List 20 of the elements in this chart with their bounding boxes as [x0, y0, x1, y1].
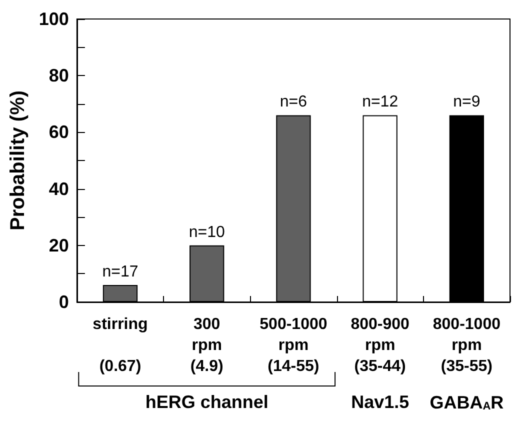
x-tick-label: 800-900 rpm (35-44) [350, 316, 410, 375]
annotation: n=10 [188, 224, 225, 241]
x-tick-label: 800-1000 rpm (35-55) [432, 316, 501, 375]
y-tick-label: 20 [48, 235, 69, 256]
annotation: n=17 [102, 264, 138, 281]
y-tick-label: 0 [58, 292, 69, 312]
annotation: n=9 [453, 94, 480, 111]
y-tick-label: 80 [48, 66, 69, 86]
text: hERG channel [145, 392, 268, 412]
text: Nav1.5 [351, 392, 410, 412]
y-tick-label: 100 [38, 9, 69, 29]
annotation: n=6 [280, 94, 308, 111]
annotation: n=12 [362, 94, 398, 111]
category-label: stirring (0.67) [92, 316, 148, 375]
y-tick-label: 60 [48, 122, 69, 142]
text: GABAAR [430, 392, 504, 412]
y-tick-label: 40 [48, 178, 69, 199]
y-axis-title: Probability (%) [7, 90, 29, 231]
x-tick-label: 500-1000 rpm (14-55) [260, 316, 328, 375]
x-tick-label: 300 rpm (4.9) [190, 316, 224, 375]
